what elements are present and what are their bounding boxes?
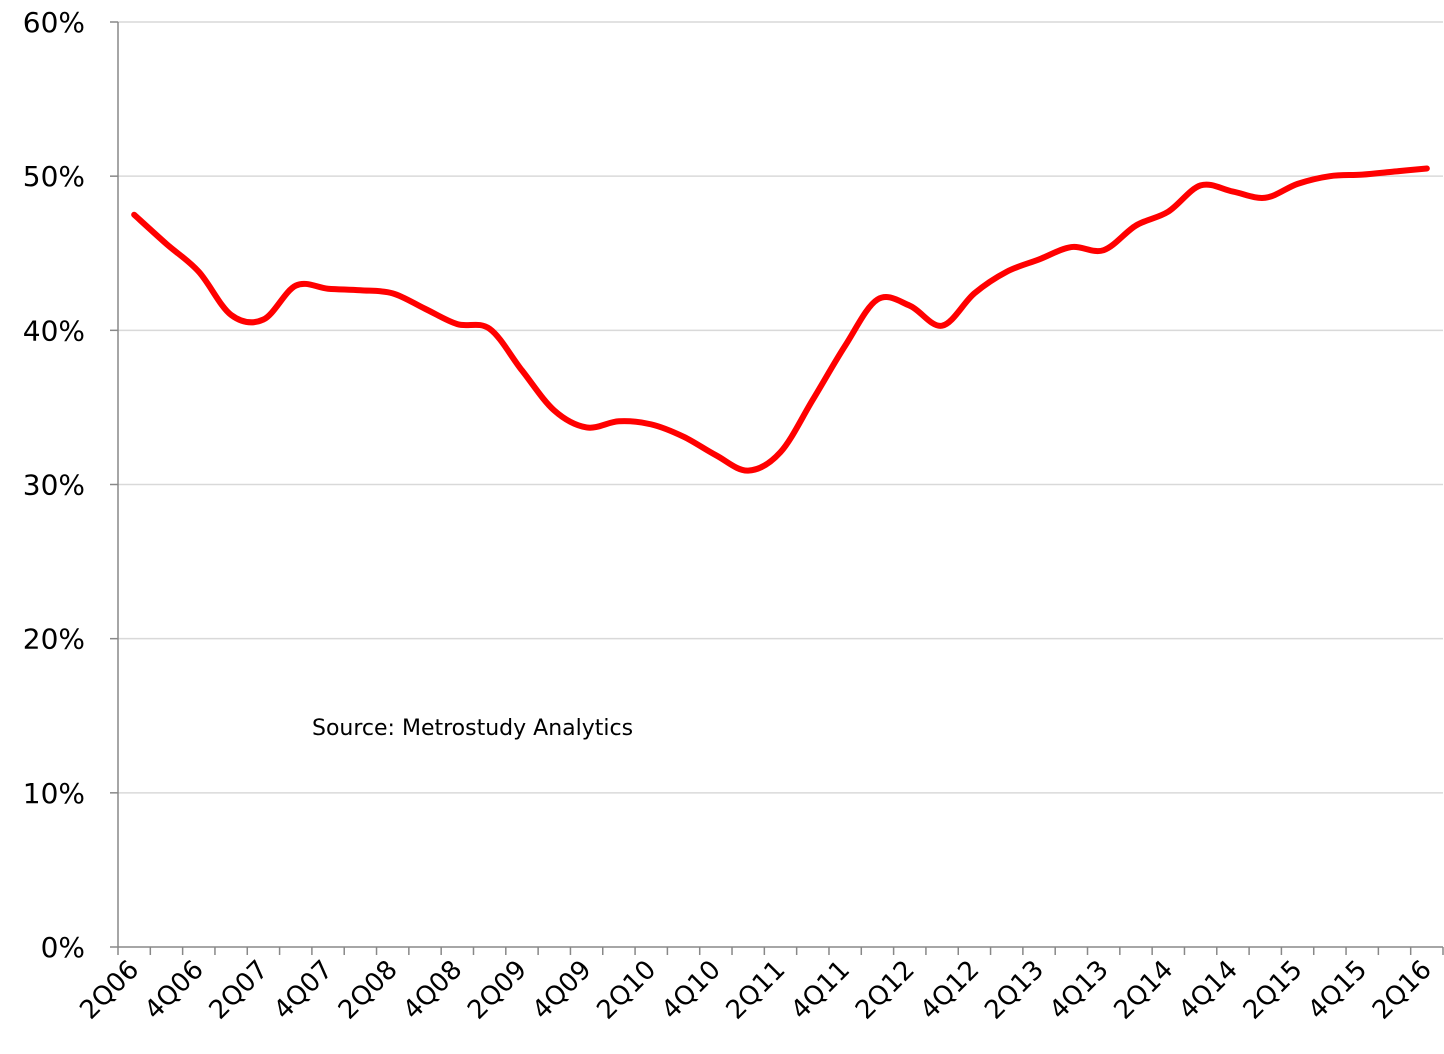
y-tick-label: 60% — [23, 6, 85, 39]
annotation: Source: Metrostudy Analytics — [312, 716, 633, 741]
x-tick-label: 4Q07 — [268, 955, 339, 1026]
x-tick-label: 2Q12 — [850, 955, 921, 1026]
x-tick-label: 4Q12 — [915, 955, 986, 1026]
x-tick-label: 2Q08 — [333, 955, 404, 1026]
y-tick-label: 30% — [23, 469, 85, 502]
x-tick-label: 4Q09 — [527, 955, 598, 1026]
x-tick-label: 4Q10 — [656, 955, 727, 1026]
x-tick-label: 4Q14 — [1173, 955, 1244, 1026]
y-tick-label: 0% — [41, 931, 85, 964]
x-tick-label: 2Q07 — [204, 955, 275, 1026]
x-tick-label: 4Q15 — [1302, 955, 1373, 1026]
x-tick-label: 4Q11 — [785, 955, 856, 1026]
y-tick-label: 50% — [23, 160, 85, 193]
x-tick-label: 2Q11 — [721, 955, 792, 1026]
x-tick-label: 4Q06 — [139, 955, 210, 1026]
x-tick-label: 2Q09 — [462, 955, 533, 1026]
x-tick-label: 2Q14 — [1108, 955, 1179, 1026]
x-tick-label: 2Q06 — [74, 955, 145, 1026]
y-tick-label: 40% — [23, 314, 85, 347]
x-tick-label: 4Q13 — [1044, 955, 1115, 1026]
y-tick-label: 20% — [23, 623, 85, 656]
line — [131, 165, 1430, 474]
y-tick-label: 10% — [23, 777, 85, 810]
x-tick-label: 2Q10 — [591, 955, 662, 1026]
x-tick-label: 2Q16 — [1367, 955, 1438, 1026]
x-tick-label: 2Q13 — [979, 955, 1050, 1026]
x-tick-label: 2Q15 — [1238, 955, 1309, 1026]
x-tick-label: 4Q08 — [398, 955, 469, 1026]
